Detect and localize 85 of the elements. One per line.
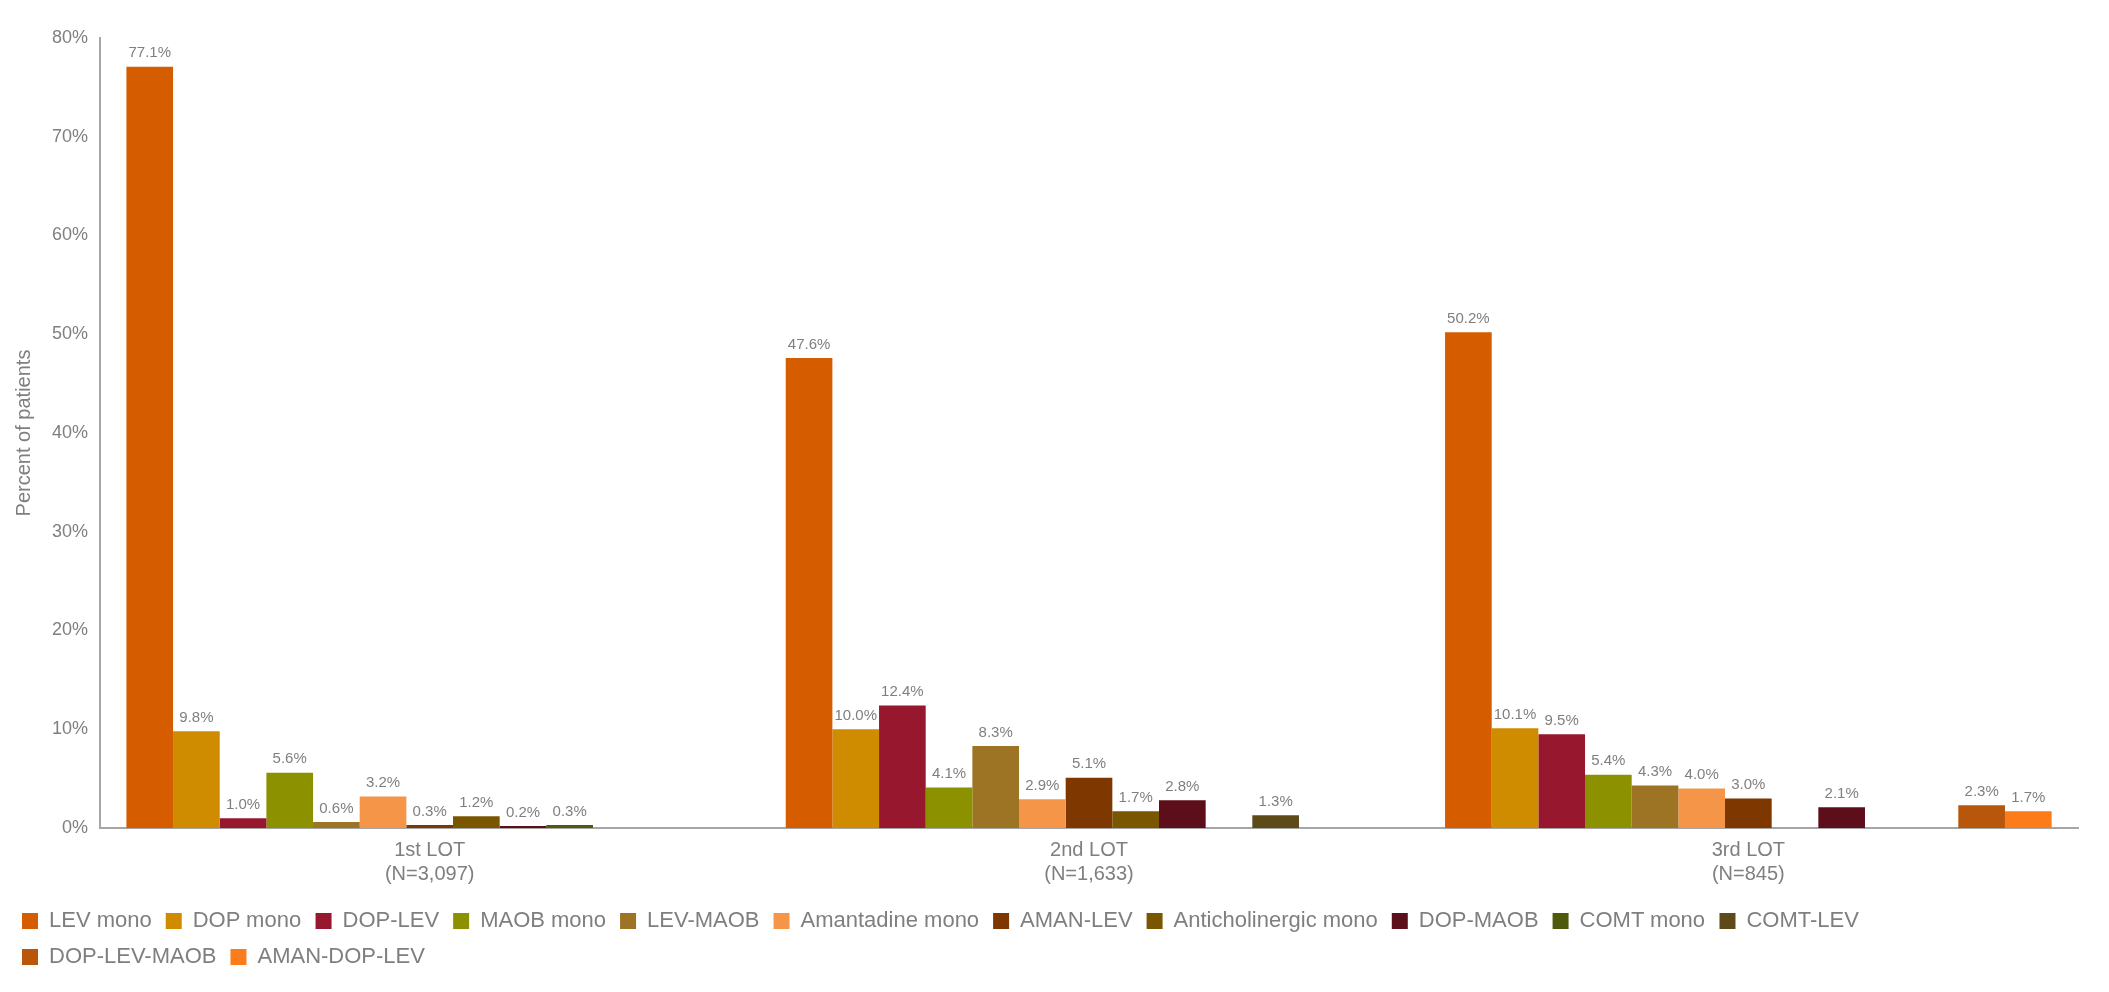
legend-label: Amantadine mono	[800, 907, 980, 933]
data-label: 8.3%	[978, 722, 1013, 740]
bar	[219, 818, 267, 828]
legend-label: COMT-LEV	[1746, 907, 1860, 933]
data-label: 4.0%	[1684, 765, 1719, 783]
bar	[546, 825, 593, 828]
bar	[785, 357, 833, 828]
bar	[1678, 788, 1726, 828]
legend-label: DOP mono	[192, 907, 302, 933]
y-tick-label: 60%	[52, 224, 89, 245]
data-label: 1.7%	[1118, 787, 1153, 805]
legend-label: AMAN-DOP-LEV	[257, 943, 426, 969]
data-label: 9.5%	[1544, 710, 1579, 728]
data-label: 3.2%	[365, 773, 401, 791]
bar	[1252, 815, 1299, 828]
bar	[1112, 811, 1159, 828]
bar	[1958, 805, 2005, 828]
y-tick-label: 50%	[52, 323, 89, 344]
legend-label: DOP-MAOB	[1418, 907, 1539, 933]
legend-label: DOP-LEV	[342, 907, 440, 933]
data-label: 10.1%	[1493, 704, 1537, 722]
legend-label: Anticholinergic mono	[1173, 907, 1378, 933]
y-tick-label: 40%	[52, 421, 89, 442]
bar	[879, 705, 926, 828]
data-label: 5.4%	[1591, 751, 1626, 769]
y-tick-label: 0%	[62, 816, 89, 837]
bar	[453, 816, 500, 828]
bar	[1159, 800, 1206, 828]
bar	[173, 731, 220, 828]
y-tick-label: 10%	[52, 718, 89, 739]
data-label: 9.8%	[179, 707, 214, 725]
bar	[406, 825, 454, 828]
bar	[1065, 777, 1113, 828]
legend-label: AMAN-LEV	[1020, 907, 1133, 933]
data-label: 2.8%	[1165, 776, 1200, 794]
data-label: 47.6%	[787, 334, 831, 352]
data-label: 0.3%	[552, 801, 587, 819]
x-tick-label: 3rd LOT (N=845)	[1711, 837, 1786, 884]
legend-label: LEV-MAOB	[647, 907, 760, 933]
data-label: 2.9%	[1025, 776, 1060, 793]
data-label: 4.3%	[1637, 762, 1673, 780]
data-label: 3.0%	[1731, 775, 1766, 793]
bar	[1585, 774, 1632, 828]
y-tick-label: 30%	[52, 520, 89, 541]
y-tick-label: 80%	[52, 26, 89, 47]
bar	[1491, 728, 1539, 828]
bar	[925, 787, 973, 828]
bar	[266, 772, 314, 828]
x-tick-label: 1st LOT (N=3,097)	[384, 837, 475, 884]
x-tick-label: 2nd LOT (N=1,633)	[1044, 837, 1134, 884]
legend-label: DOP-LEV-MAOB	[49, 943, 217, 969]
bar	[1631, 785, 1679, 828]
data-label: 0.6%	[319, 798, 354, 816]
data-label: 5.6%	[272, 749, 307, 767]
legend-label: LEV mono	[49, 907, 152, 933]
data-label: 1.3%	[1258, 791, 1293, 809]
data-label: 1.2%	[459, 792, 494, 810]
y-tick-label: 20%	[52, 619, 89, 640]
bar	[832, 729, 880, 828]
data-label: 2.3%	[1964, 781, 1999, 799]
data-label: 1.0%	[225, 794, 261, 812]
y-axis-title: Percent of patients	[11, 349, 34, 517]
bar	[972, 746, 1020, 828]
data-label: 10.0%	[834, 705, 877, 723]
bar	[1818, 807, 1865, 828]
bar	[2004, 811, 2052, 828]
data-label: 1.7%	[2011, 787, 2046, 805]
data-label: 2.1%	[1824, 783, 1859, 801]
bar	[359, 796, 407, 828]
data-label: 50.2%	[1447, 308, 1490, 326]
bar	[313, 822, 360, 828]
bar	[1538, 734, 1586, 828]
legend-label: COMT mono	[1579, 907, 1706, 933]
legend-label: MAOB mono	[480, 907, 607, 933]
data-label: 5.1%	[1071, 754, 1107, 772]
data-label: 77.1%	[128, 43, 171, 61]
data-label: 0.2%	[505, 802, 541, 820]
bar	[1445, 332, 1492, 828]
bar	[126, 66, 174, 828]
bar	[1725, 798, 1772, 828]
data-label: 4.1%	[931, 764, 967, 782]
y-tick-label: 70%	[52, 125, 89, 146]
bar	[1019, 799, 1066, 828]
data-label: 12.4%	[881, 682, 924, 700]
data-label: 0.3%	[412, 801, 447, 819]
